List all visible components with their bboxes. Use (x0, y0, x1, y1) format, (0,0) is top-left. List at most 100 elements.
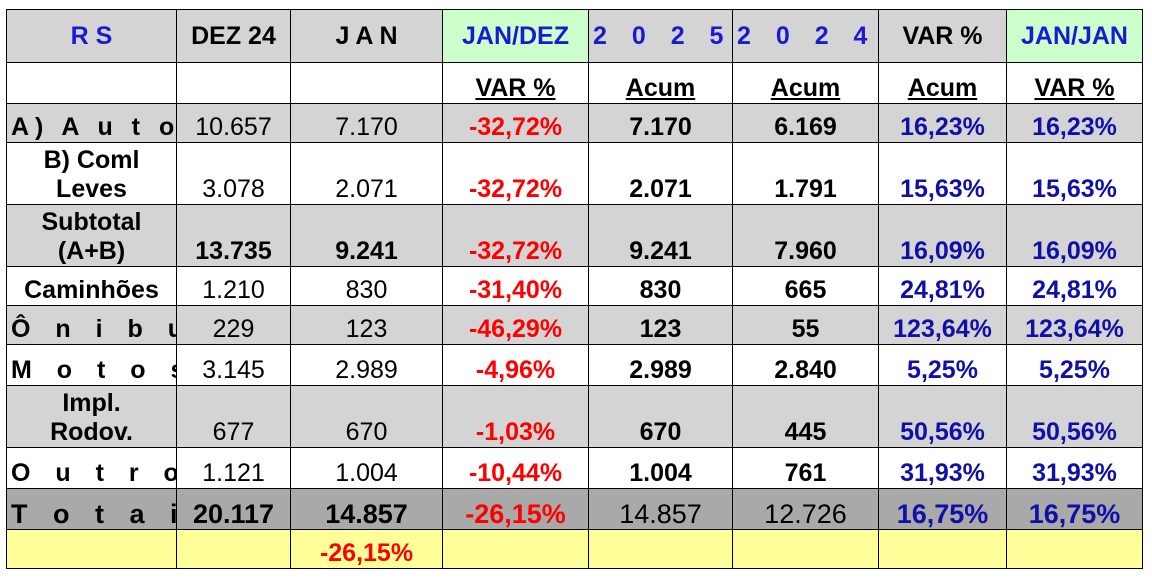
cell-2025: 7.170 (588, 103, 733, 143)
totals-2025: 14.857 (588, 488, 733, 530)
row-label-line2: Rodov. (50, 418, 133, 446)
cell-2024: 445 (732, 385, 879, 448)
table-row-outros: O u t r o s 1.121 1.004 -10,44% 1.004 76… (6, 447, 1143, 489)
cell-2025: 2.989 (588, 344, 733, 386)
cell-2025: 9.241 (588, 204, 733, 267)
cell-janjan: 16,23% (1006, 103, 1143, 143)
cell-dez24: 10.657 (176, 103, 291, 143)
cell-jan: 7.170 (290, 103, 443, 143)
footer-empty (1006, 529, 1143, 569)
cell-var: 31,93% (878, 447, 1007, 489)
totals-row: T o t a i s 20.117 14.857 -26,15% 14.857… (6, 488, 1143, 530)
cell-janjan: 24,81% (1006, 266, 1143, 306)
row-label: Ô n i b u s (6, 305, 177, 345)
footer-empty (6, 529, 177, 569)
cell-dez24: 3.145 (176, 344, 291, 386)
cell-2024: 665 (732, 266, 879, 306)
totals-dez24: 20.117 (176, 488, 291, 530)
row-label-line1: Subtotal (41, 208, 142, 236)
cell-var: 50,56% (878, 385, 1007, 448)
cell-2024: 1.791 (732, 142, 879, 205)
header-row: R S DEZ 24 J A N JAN/DEZ 2 0 2 5 2 0 2 4… (6, 9, 1143, 63)
row-label-line1: Impl. (62, 389, 121, 417)
cell-jandez: -32,72% (442, 142, 589, 205)
header-2024: 2 0 2 4 (732, 9, 879, 63)
cell-janjan: 15,63% (1006, 142, 1143, 205)
header-janjan: JAN/JAN (1006, 9, 1143, 63)
cell-2025: 1.004 (588, 447, 733, 489)
subheader-empty (290, 62, 443, 104)
cell-dez24: 3.078 (176, 142, 291, 205)
footer-empty (588, 529, 733, 569)
row-label-line2: Leves (56, 175, 127, 203)
cell-2025: 2.071 (588, 142, 733, 205)
cell-2024: 2.840 (732, 344, 879, 386)
cell-var: 24,81% (878, 266, 1007, 306)
footer-empty (878, 529, 1007, 569)
cell-janjan: 123,64% (1006, 305, 1143, 345)
table-row-caminhoes: Caminhões 1.210 830 -31,40% 830 665 24,8… (6, 266, 1143, 306)
cell-jan: 830 (290, 266, 443, 306)
cell-dez24: 1.121 (176, 447, 291, 489)
row-label-line2: (A+B) (57, 237, 126, 265)
cell-2024: 6.169 (732, 103, 879, 143)
vehicle-sales-table: R S DEZ 24 J A N JAN/DEZ 2 0 2 5 2 0 2 4… (6, 9, 1143, 569)
footer-empty (176, 529, 291, 569)
cell-jandez: -31,40% (442, 266, 589, 306)
row-label: Impl. Rodov. (6, 385, 177, 448)
cell-janjan: 50,56% (1006, 385, 1143, 448)
table-row-autos: A) A u t o s 10.657 7.170 -32,72% 7.170 … (6, 103, 1143, 143)
cell-2024: 55 (732, 305, 879, 345)
footer-row: -26,15% (6, 529, 1143, 569)
subheader-empty (176, 62, 291, 104)
cell-dez24: 229 (176, 305, 291, 345)
cell-dez24: 1.210 (176, 266, 291, 306)
cell-var: 16,23% (878, 103, 1007, 143)
totals-var: 16,75% (878, 488, 1007, 530)
table-row-subtotal: Subtotal (A+B) 13.735 9.241 -32,72% 9.241… (6, 204, 1143, 267)
cell-jan: 1.004 (290, 447, 443, 489)
cell-2025: 830 (588, 266, 733, 306)
cell-var: 5,25% (878, 344, 1007, 386)
cell-jandez: -1,03% (442, 385, 589, 448)
cell-var: 16,09% (878, 204, 1007, 267)
table-row-impl-rodov: Impl. Rodov. 677 670 -1,03% 670 445 50,56… (6, 385, 1143, 448)
header-2025: 2 0 2 5 (588, 9, 733, 63)
row-label-line1: B) Coml (43, 146, 140, 174)
cell-jan: 9.241 (290, 204, 443, 267)
cell-jandez: -10,44% (442, 447, 589, 489)
table-row-coml-leves: B) Coml Leves 3.078 2.071 -32,72% 2.071 1… (6, 142, 1143, 205)
totals-2024: 12.726 (732, 488, 879, 530)
cell-2024: 7.960 (732, 204, 879, 267)
row-label: O u t r o s (6, 447, 177, 489)
cell-2024: 761 (732, 447, 879, 489)
cell-janjan: 16,09% (1006, 204, 1143, 267)
cell-janjan: 5,25% (1006, 344, 1143, 386)
cell-var: 15,63% (878, 142, 1007, 205)
subheader-row: VAR % Acum Acum Acum VAR % (6, 62, 1143, 104)
table-row-motos: M o t o s 3.145 2.989 -4,96% 2.989 2.840… (6, 344, 1143, 386)
cell-jandez: -32,72% (442, 103, 589, 143)
totals-jandez: -26,15% (442, 488, 589, 530)
header-dez24: DEZ 24 (176, 9, 291, 63)
cell-jandez: -4,96% (442, 344, 589, 386)
cell-jan: 670 (290, 385, 443, 448)
cell-janjan: 31,93% (1006, 447, 1143, 489)
cell-jan: 2.071 (290, 142, 443, 205)
cell-jan: 2.989 (290, 344, 443, 386)
cell-var: 123,64% (878, 305, 1007, 345)
subheader-jandez: VAR % (442, 62, 589, 104)
cell-jandez: -46,29% (442, 305, 589, 345)
cell-dez24: 677 (176, 385, 291, 448)
totals-label: T o t a i s (6, 488, 177, 530)
header-jandez: JAN/DEZ (442, 9, 589, 63)
subheader-2025: Acum (588, 62, 733, 104)
table-row-onibus: Ô n i b u s 229 123 -46,29% 123 55 123,6… (6, 305, 1143, 345)
footer-jan: -26,15% (290, 529, 443, 569)
cell-dez24: 13.735 (176, 204, 291, 267)
subheader-empty (6, 62, 177, 104)
row-label: A) A u t o s (6, 103, 177, 143)
cell-2025: 670 (588, 385, 733, 448)
row-label: M o t o s (6, 344, 177, 386)
footer-empty (732, 529, 879, 569)
